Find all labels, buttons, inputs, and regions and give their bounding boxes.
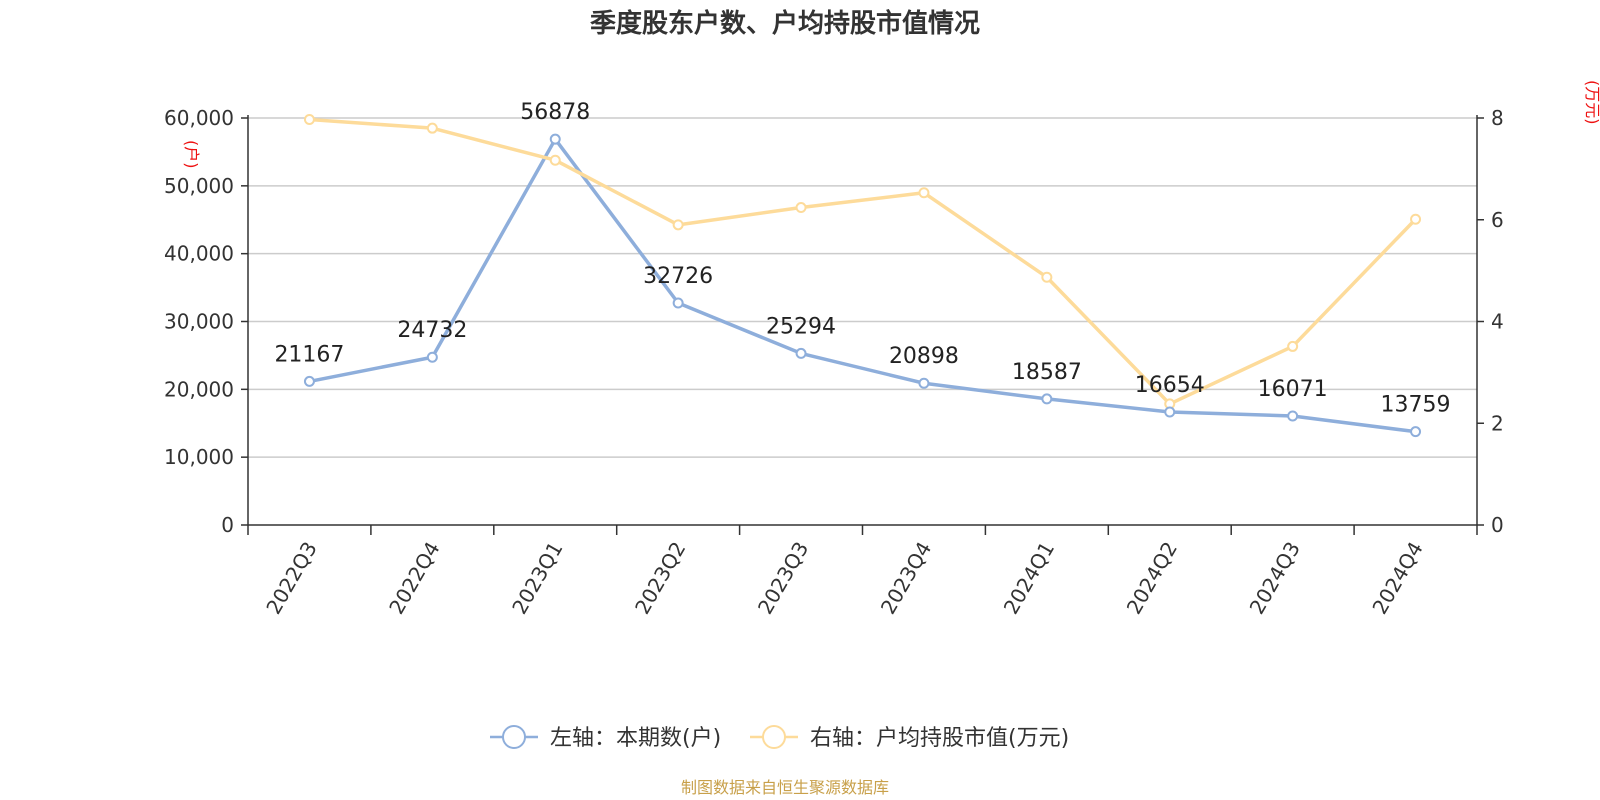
data-label: 13759	[1381, 393, 1451, 418]
source-note: 制图数据来自恒生聚源数据库	[681, 778, 889, 797]
data-label: 56878	[520, 100, 590, 125]
left-axis-tick-label: 0	[221, 513, 234, 537]
left-axis-tick-label: 50,000	[164, 174, 234, 198]
data-label: 18587	[1012, 360, 1082, 385]
data-point	[918, 377, 930, 389]
x-axis-tick-label: 2024Q1	[999, 538, 1059, 619]
data-point	[672, 297, 684, 309]
legend-item[interactable]: 左轴：本期数(户)	[490, 725, 721, 751]
left-axis-tick-label: 30,000	[164, 310, 234, 334]
data-label: 16654	[1135, 373, 1205, 398]
data-label: 16071	[1258, 377, 1328, 402]
data-point	[426, 351, 438, 363]
right-axis-tick-label: 2	[1491, 411, 1504, 435]
data-point	[1041, 393, 1053, 405]
data-point	[1410, 426, 1422, 438]
data-point	[1164, 406, 1176, 418]
grid-lines	[248, 117, 1477, 458]
data-point	[549, 154, 561, 166]
right-axis-unit: (万元)	[1583, 80, 1600, 125]
x-axis-tick-label: 2023Q3	[753, 538, 813, 619]
data-point	[1041, 271, 1053, 283]
data-point	[426, 122, 438, 134]
legend-label: 右轴：户均持股市值(万元)	[810, 726, 1069, 751]
x-axis-tick-label: 2023Q1	[507, 538, 567, 619]
data-point	[672, 219, 684, 231]
x-axis-tick-label: 2024Q2	[1122, 538, 1182, 619]
series-line-avg-market-value	[309, 117, 1417, 406]
left-axis-unit: (户)	[182, 140, 201, 169]
data-point	[1410, 213, 1422, 225]
data-point	[918, 187, 930, 199]
data-point	[1287, 410, 1299, 422]
series-layer: 21167 24732 56878 32726 25294 20898 18587 16654…	[274, 100, 1451, 438]
legend-item[interactable]: 右轴：户均持股市值(万元)	[750, 725, 1069, 751]
right-axis-tick-label: 6	[1491, 208, 1504, 232]
right-axis-tick-label: 0	[1491, 513, 1504, 537]
right-axis-tick-label: 8	[1491, 106, 1504, 130]
x-axis-tick-label: 2023Q4	[876, 538, 936, 619]
x-axis-tick-label: 2022Q3	[261, 538, 321, 619]
left-axis-tick-label: 40,000	[164, 242, 234, 266]
data-point	[1287, 340, 1299, 352]
data-point	[549, 133, 561, 145]
legend[interactable]: 左轴：本期数(户) 右轴：户均持股市值(万元)	[490, 725, 1069, 751]
left-axis-tick-label: 10,000	[164, 445, 234, 469]
data-point	[303, 114, 315, 126]
data-label: 24732	[397, 318, 467, 343]
legend-marker-icon	[762, 725, 786, 749]
left-axis-tick-label: 20,000	[164, 377, 234, 401]
data-label: 20898	[889, 344, 959, 369]
legend-marker-icon	[502, 725, 526, 749]
left-axis-tick-label: 60,000	[164, 106, 234, 130]
right-axis-tick-label: 4	[1491, 310, 1504, 334]
series-line-shareholder-count	[309, 137, 1416, 434]
x-axis-tick-label: 2023Q2	[630, 538, 690, 619]
chart-title: 季度股东户数、户均持股市值情况	[590, 8, 980, 39]
data-point	[795, 347, 807, 359]
legend-label: 左轴：本期数(户)	[550, 726, 721, 751]
x-axis-tick-label: 2024Q3	[1245, 538, 1305, 619]
data-label: 25294	[766, 314, 836, 339]
x-axis-tick-label: 2024Q4	[1367, 538, 1427, 619]
x-axis-tick-label: 2022Q4	[384, 538, 444, 619]
data-label: 21167	[274, 342, 344, 367]
data-point	[303, 375, 315, 387]
data-label: 32726	[643, 264, 713, 289]
data-point	[795, 202, 807, 214]
